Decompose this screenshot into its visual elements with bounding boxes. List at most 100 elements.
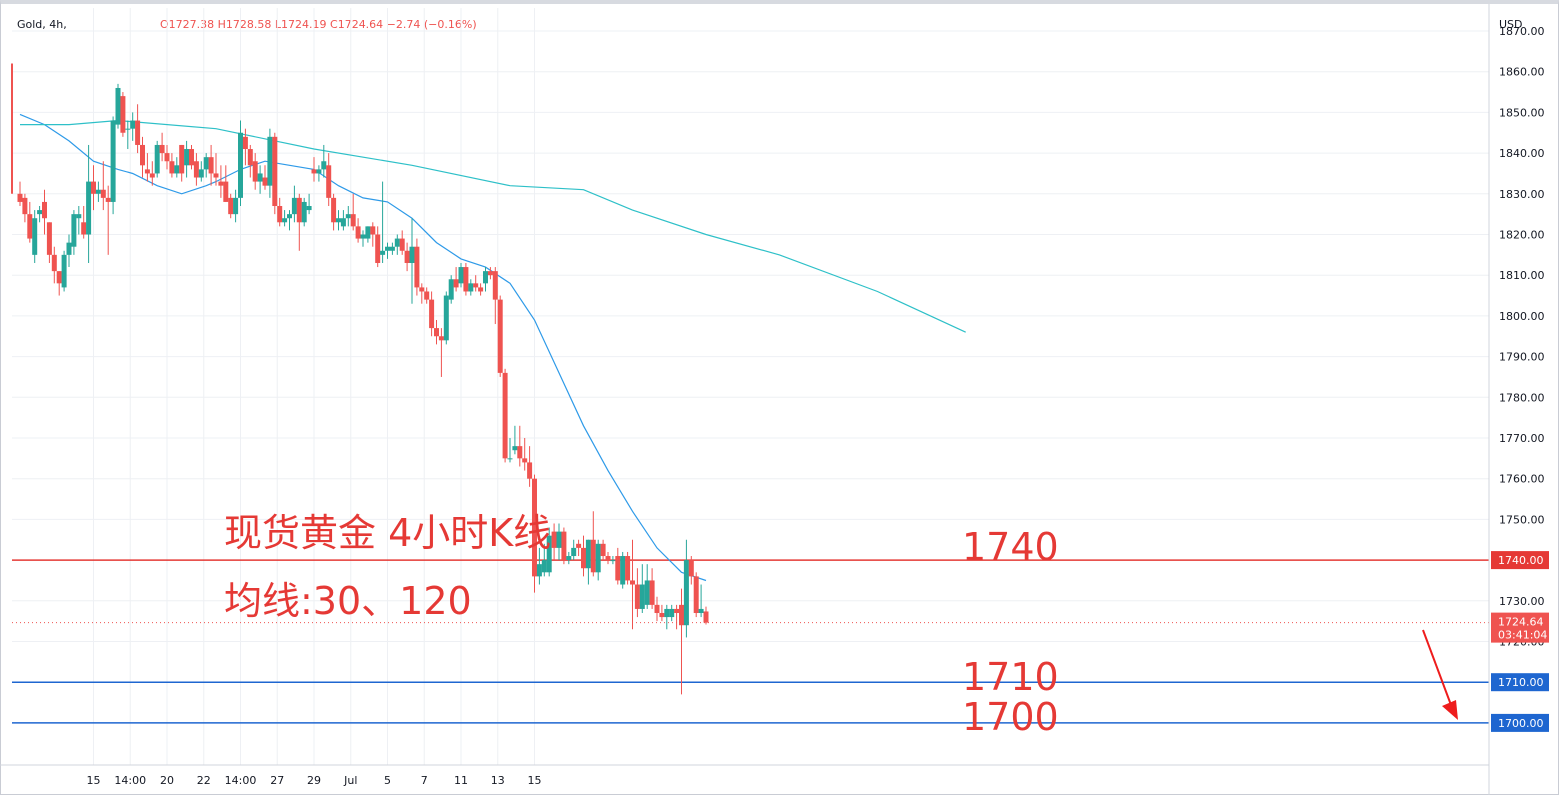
y-tick-label: 1820.00	[1499, 229, 1545, 242]
candle-body	[438, 336, 444, 341]
candle-body	[409, 246, 415, 263]
candle-body	[522, 458, 528, 463]
candle-body	[551, 531, 557, 548]
candle-body	[193, 161, 199, 178]
candle-body	[590, 539, 596, 573]
x-tick-label: Jul	[343, 774, 357, 787]
candle-body	[566, 556, 572, 561]
candle-body	[610, 560, 616, 562]
candle-body	[468, 283, 474, 292]
last-price-tag: 1724.64	[1498, 616, 1544, 629]
level-label: 1700	[962, 695, 1059, 739]
last-price-tag-bg	[1491, 612, 1549, 643]
candles	[11, 63, 709, 695]
level-tag: 1710.00	[1498, 676, 1544, 689]
symbol-label[interactable]: Gold, 4h,	[17, 18, 67, 31]
support-resistance-lines	[12, 559, 1489, 724]
level-tag-bg	[1491, 673, 1549, 692]
candle-body	[385, 246, 390, 251]
candle-body	[502, 372, 508, 459]
candle-body	[149, 173, 155, 178]
candle-body	[316, 169, 322, 174]
level-label: 1740	[962, 525, 1059, 569]
candle-body	[698, 608, 704, 614]
candle-body	[595, 543, 601, 573]
y-tick-label: 1850.00	[1499, 106, 1545, 119]
candle-body	[355, 226, 361, 239]
level-tag-bg	[1491, 551, 1549, 570]
candle-body	[360, 234, 366, 239]
candle-body	[184, 149, 190, 166]
x-tick-label: 5	[384, 774, 391, 787]
candle-body	[135, 120, 141, 145]
candle-body	[86, 181, 92, 235]
candle-body	[683, 560, 689, 626]
candle-body	[76, 214, 82, 219]
candle-body	[345, 214, 351, 219]
candle-body	[336, 218, 341, 223]
candle-body	[42, 201, 47, 219]
candle-body	[541, 560, 547, 573]
y-tick-label: 1770.00	[1499, 432, 1545, 445]
candle-body	[105, 197, 111, 202]
candle-body	[644, 580, 650, 605]
candle-body	[365, 226, 371, 239]
candle-body	[429, 299, 435, 329]
candle-body	[630, 580, 635, 585]
candle-body	[669, 608, 675, 618]
candle-body	[321, 161, 327, 170]
level-tag: 1700.00	[1498, 717, 1544, 730]
candle-body	[208, 157, 214, 174]
candle-body	[527, 462, 533, 479]
y-tick-label: 1800.00	[1499, 310, 1545, 323]
x-tick-label: 7	[421, 774, 428, 787]
candle-body	[532, 478, 537, 577]
ma-line-ma30	[19, 113, 707, 582]
candle-body	[174, 165, 180, 174]
candle-body	[61, 254, 67, 288]
candle-body	[585, 539, 591, 569]
candle-body	[46, 222, 52, 255]
candle-body	[576, 543, 582, 548]
candle-body	[296, 197, 302, 223]
candle-body	[306, 206, 312, 211]
candle-body	[100, 189, 106, 198]
candle-body	[389, 246, 395, 251]
candle-body	[311, 169, 317, 174]
candle-body	[247, 149, 253, 166]
candle-body	[140, 144, 145, 166]
candle-body	[561, 531, 567, 561]
x-tick-label: 29	[307, 774, 321, 787]
level-tag: 1740.00	[1498, 554, 1544, 567]
candle-body	[615, 556, 621, 581]
candle-body	[110, 120, 116, 202]
y-tick-label: 1860.00	[1499, 66, 1545, 79]
candle-body	[233, 197, 239, 215]
y-tick-label: 1750.00	[1499, 513, 1545, 526]
candle-body	[448, 279, 454, 300]
candle-body	[179, 144, 185, 174]
candle-body	[434, 328, 439, 337]
candle-body	[95, 189, 101, 194]
candle-body	[419, 287, 425, 292]
candle-body	[301, 201, 307, 223]
candle-body	[66, 242, 72, 255]
candle-body	[159, 144, 165, 154]
y-tick-label: 1830.00	[1499, 188, 1545, 201]
down-arrow-shaft	[1422, 629, 1452, 706]
x-tick-label: 13	[491, 774, 505, 787]
candle-body	[17, 193, 23, 202]
candle-body	[605, 556, 611, 561]
candle-body	[22, 197, 28, 215]
candle-body	[674, 608, 680, 614]
candle-body	[443, 295, 449, 341]
candle-body	[394, 238, 400, 247]
candle-body	[556, 531, 562, 548]
chart-annotation-title: 现货黄金 4小时K线	[224, 511, 551, 555]
candle-body	[37, 210, 43, 215]
y-tick-label: 1870.00	[1499, 25, 1545, 38]
candle-body	[203, 157, 209, 170]
candle-body	[262, 177, 268, 186]
